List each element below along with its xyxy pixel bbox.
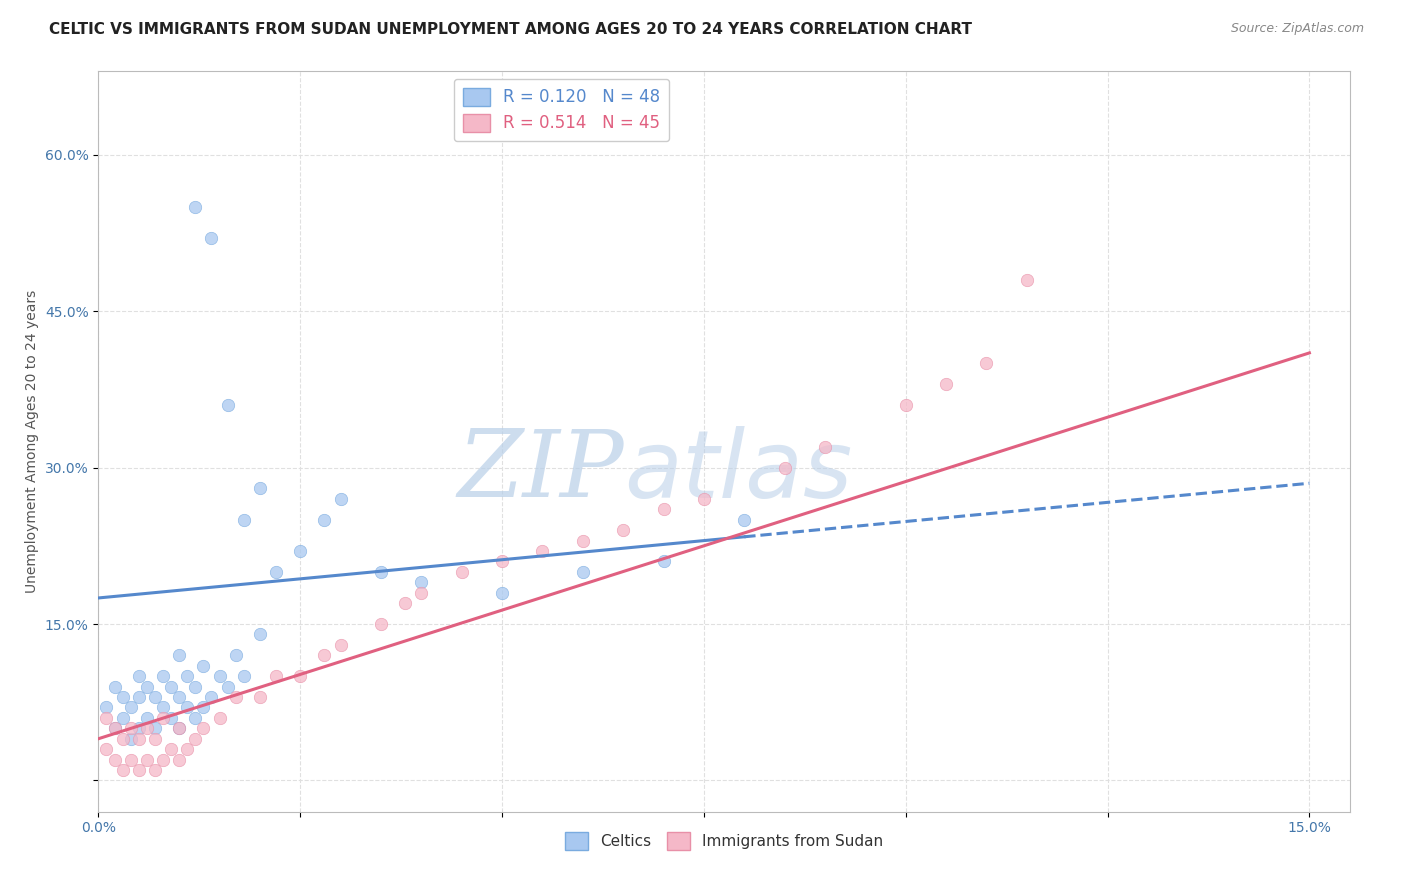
Point — [491, 586, 513, 600]
Point — [814, 440, 837, 454]
Point — [208, 669, 231, 683]
Legend: Celtics, Immigrants from Sudan: Celtics, Immigrants from Sudan — [560, 826, 889, 856]
Point — [290, 544, 312, 558]
Point — [370, 617, 392, 632]
Point — [314, 648, 336, 663]
Point — [135, 680, 157, 694]
Point — [120, 731, 142, 746]
Text: Source: ZipAtlas.com: Source: ZipAtlas.com — [1230, 22, 1364, 36]
Point — [450, 565, 472, 579]
Point — [184, 731, 207, 746]
Point — [128, 731, 150, 746]
Point — [200, 690, 222, 704]
Point — [249, 690, 271, 704]
Point — [167, 753, 190, 767]
Point — [1015, 273, 1038, 287]
Point — [135, 753, 157, 767]
Point — [128, 763, 150, 777]
Point — [773, 460, 796, 475]
Point — [370, 565, 392, 579]
Point — [128, 721, 150, 735]
Point — [572, 565, 595, 579]
Point — [193, 658, 215, 673]
Point — [96, 700, 118, 714]
Point — [176, 669, 198, 683]
Point — [167, 648, 190, 663]
Point — [232, 669, 254, 683]
Point — [612, 523, 634, 537]
Point — [96, 711, 118, 725]
Point — [176, 742, 198, 756]
Point — [167, 721, 190, 735]
Point — [103, 721, 125, 735]
Point — [693, 491, 716, 506]
Point — [264, 669, 287, 683]
Point — [249, 627, 271, 641]
Point — [935, 377, 957, 392]
Point — [160, 742, 183, 756]
Point — [531, 544, 554, 558]
Point — [103, 753, 125, 767]
Point — [184, 711, 207, 725]
Point — [120, 721, 142, 735]
Point — [103, 680, 125, 694]
Point — [103, 721, 125, 735]
Point — [894, 398, 917, 412]
Point — [264, 565, 287, 579]
Point — [176, 700, 198, 714]
Point — [152, 669, 174, 683]
Point — [314, 513, 336, 527]
Point — [411, 575, 433, 590]
Point — [128, 690, 150, 704]
Point — [249, 482, 271, 496]
Point — [200, 231, 222, 245]
Point — [160, 680, 183, 694]
Point — [193, 721, 215, 735]
Point — [152, 711, 174, 725]
Point — [217, 680, 239, 694]
Point — [193, 700, 215, 714]
Point — [411, 586, 433, 600]
Point — [733, 513, 755, 527]
Point — [111, 763, 134, 777]
Point — [111, 711, 134, 725]
Point — [96, 742, 118, 756]
Point — [208, 711, 231, 725]
Point — [217, 398, 239, 412]
Point — [120, 753, 142, 767]
Point — [152, 753, 174, 767]
Point — [184, 200, 207, 214]
Point — [135, 721, 157, 735]
Point — [143, 721, 166, 735]
Point — [167, 721, 190, 735]
Point — [111, 731, 134, 746]
Y-axis label: Unemployment Among Ages 20 to 24 years: Unemployment Among Ages 20 to 24 years — [25, 290, 39, 593]
Text: atlas: atlas — [624, 425, 852, 516]
Text: ZIP: ZIP — [457, 426, 624, 516]
Point — [652, 502, 675, 516]
Point — [135, 711, 157, 725]
Point — [225, 648, 247, 663]
Point — [120, 700, 142, 714]
Point — [329, 638, 352, 652]
Point — [143, 690, 166, 704]
Point — [329, 491, 352, 506]
Point — [152, 700, 174, 714]
Point — [225, 690, 247, 704]
Point — [491, 554, 513, 568]
Point — [143, 731, 166, 746]
Point — [652, 554, 675, 568]
Point — [572, 533, 595, 548]
Point — [290, 669, 312, 683]
Point — [160, 711, 183, 725]
Text: CELTIC VS IMMIGRANTS FROM SUDAN UNEMPLOYMENT AMONG AGES 20 TO 24 YEARS CORRELATI: CELTIC VS IMMIGRANTS FROM SUDAN UNEMPLOY… — [49, 22, 972, 37]
Point — [232, 513, 254, 527]
Point — [128, 669, 150, 683]
Point — [111, 690, 134, 704]
Point — [184, 680, 207, 694]
Point — [976, 356, 998, 370]
Point — [143, 763, 166, 777]
Point — [394, 596, 416, 610]
Point — [167, 690, 190, 704]
